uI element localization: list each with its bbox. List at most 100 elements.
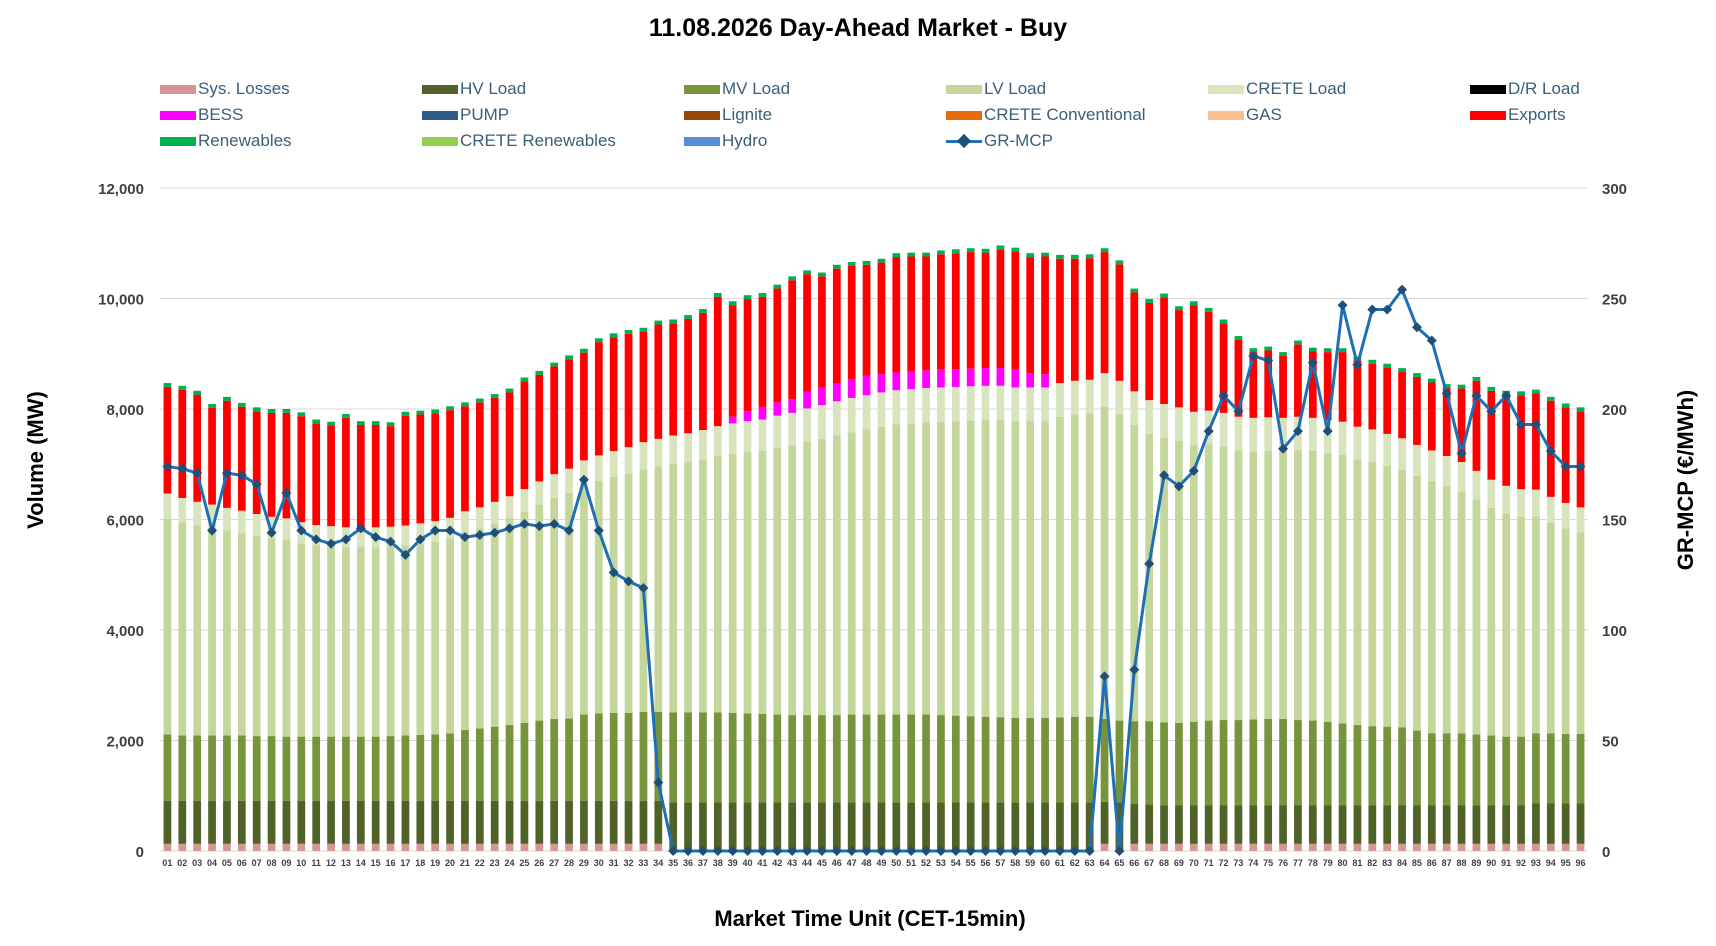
bar-hv-load: [1338, 805, 1347, 844]
bar-lv-load: [1532, 516, 1540, 734]
x-tick-label: 07: [252, 858, 262, 868]
point-gr-mcp: [1426, 335, 1437, 346]
bar-mv-load: [1532, 733, 1540, 804]
bar-mv-load: [1234, 720, 1243, 806]
bar-mv-load: [1383, 726, 1392, 806]
bar-crete-load: [416, 523, 425, 544]
x-tick-label: 82: [1367, 858, 1377, 868]
bar-crete-load: [1383, 433, 1392, 466]
bar-bess: [728, 416, 737, 424]
bar-hv-load: [520, 800, 529, 844]
bar-exports: [1041, 256, 1049, 375]
point-gr-mcp: [578, 474, 589, 485]
bar-renewables: [788, 276, 797, 281]
bar-mv-load: [1457, 733, 1466, 806]
bar-mv-load: [1442, 733, 1451, 806]
bar-lv-load: [505, 518, 514, 726]
y2-tick-label: 250: [1602, 292, 1627, 309]
bar-hv-load: [505, 800, 514, 844]
bar-crete-load: [639, 442, 648, 470]
bar-hv-load: [1056, 802, 1064, 851]
bar-exports: [1189, 305, 1198, 412]
bar-hv-load: [1145, 804, 1154, 844]
bar-mv-load: [609, 712, 618, 801]
bar-lv-load: [1308, 450, 1317, 721]
bar-exports: [237, 406, 246, 511]
bar-mv-load: [713, 712, 722, 803]
bar-exports: [966, 252, 975, 369]
bar-mv-load: [297, 736, 306, 801]
bar-renewables: [208, 404, 216, 408]
bar-renewables: [1353, 356, 1362, 361]
bar-sys-losses: [178, 843, 187, 851]
bar-mv-load: [446, 733, 454, 801]
bar-exports: [1234, 339, 1243, 417]
point-gr-mcp: [1516, 419, 1527, 430]
bar-sys-losses: [163, 843, 172, 851]
bar-lv-load: [1264, 450, 1273, 719]
bar-crete-load: [684, 433, 692, 463]
bar-mv-load: [892, 714, 901, 803]
bar-renewables: [758, 292, 767, 297]
bar-sys-losses: [1294, 843, 1302, 851]
bar-sys-losses: [1264, 843, 1273, 851]
bar-sys-losses: [356, 843, 365, 851]
bar-mv-load: [773, 714, 782, 803]
y-tick-label: 4,000: [106, 623, 144, 640]
bar-lv-load: [773, 447, 782, 715]
bar-renewables: [1457, 384, 1466, 389]
bar-hv-load: [639, 800, 648, 844]
bar-mv-load: [1204, 720, 1213, 806]
legend-swatch: [160, 137, 196, 146]
x-tick-label: 29: [579, 858, 589, 868]
bar-lv-load: [1085, 413, 1094, 717]
legend-label: LV Load: [984, 79, 1047, 98]
x-tick-label: 60: [1040, 858, 1050, 868]
bar-renewables: [267, 409, 276, 413]
bar-exports: [773, 288, 782, 403]
point-gr-mcp: [1010, 846, 1021, 856]
bar-crete-load: [1427, 450, 1436, 481]
bar-crete-load: [1085, 379, 1094, 414]
bar-exports: [922, 256, 930, 371]
bar-mv-load: [1502, 736, 1511, 806]
bar-hv-load: [1413, 805, 1421, 844]
bar-exports: [1427, 382, 1436, 451]
bar-exports: [1070, 258, 1079, 381]
bar-bess: [951, 369, 960, 387]
bar-lv-load: [401, 545, 410, 736]
bar-hv-load: [1219, 805, 1228, 844]
bar-crete-load: [728, 423, 737, 454]
bar-crete-load: [1264, 417, 1273, 451]
bar-renewables: [1041, 252, 1049, 257]
bar-hv-load: [1502, 805, 1511, 844]
bar-renewables: [1398, 368, 1406, 372]
bar-mv-load: [1056, 717, 1064, 803]
x-tick-label: 24: [505, 858, 515, 868]
x-tick-label: 17: [400, 858, 410, 868]
x-tick-label: 16: [386, 858, 396, 868]
bar-renewables: [371, 421, 380, 426]
bar-sys-losses: [1472, 843, 1481, 851]
bar-lv-load: [803, 441, 811, 716]
x-tick-label: 28: [564, 858, 574, 868]
bar-lv-load: [223, 530, 231, 736]
x-tick-label: 21: [460, 858, 470, 868]
y2-tick-label: 150: [1602, 513, 1627, 530]
bar-exports: [282, 412, 291, 519]
bar-lv-load: [312, 545, 321, 737]
x-tick-label: 66: [1129, 858, 1139, 868]
bar-crete-load: [1130, 391, 1139, 426]
bar-crete-load: [981, 385, 990, 421]
bar-renewables: [1264, 346, 1273, 351]
bar-mv-load: [1294, 720, 1302, 806]
bar-crete-load: [594, 455, 603, 481]
bar-mv-load: [1130, 721, 1139, 805]
bar-exports: [609, 337, 618, 451]
x-tick-label: 18: [415, 858, 425, 868]
bar-bess: [907, 371, 916, 390]
bar-lv-load: [862, 429, 871, 715]
point-gr-mcp: [1144, 558, 1155, 569]
point-gr-mcp: [1397, 284, 1408, 295]
bar-bess: [1041, 374, 1049, 388]
